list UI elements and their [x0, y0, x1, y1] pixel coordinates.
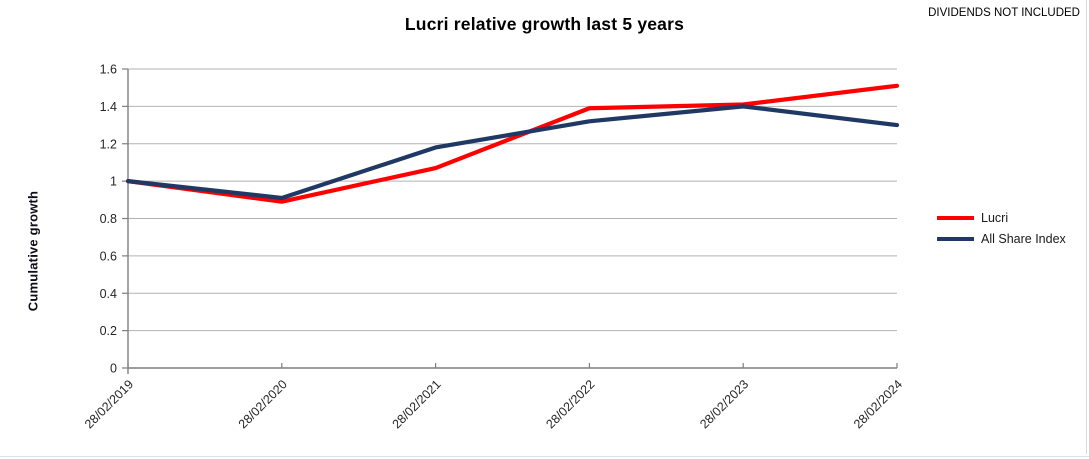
y-tick-label: 0.6: [100, 249, 117, 263]
legend: Lucri All Share Index: [937, 211, 1066, 246]
y-tick-label: 0.4: [100, 287, 117, 301]
x-tick-label: 28/02/2020: [236, 377, 290, 431]
sheet-cell-border-bottom: [0, 456, 1089, 457]
legend-label-lucri: Lucri: [981, 211, 1009, 225]
legend-item-all-share-index: All Share Index: [937, 232, 1066, 246]
legend-item-lucri: Lucri: [937, 211, 1066, 225]
y-tick-label: 0.8: [100, 212, 117, 226]
lucri-line-swatch: [937, 216, 974, 220]
series-line-all-share-index: [125, 104, 900, 201]
x-tick-label: 28/02/2022: [543, 377, 597, 431]
series-line-lucri: [125, 83, 900, 204]
y-tick-label: 1.2: [100, 137, 117, 151]
y-tick-label: 1.6: [100, 63, 117, 77]
x-tick-label: 28/02/2019: [82, 377, 136, 431]
chart-title: Lucri relative growth last 5 years: [404, 14, 685, 34]
sheet-cell-border-right: [1086, 0, 1087, 454]
all-share-index-line-swatch: [937, 237, 974, 241]
x-tick-label: 28/02/2021: [390, 377, 444, 431]
y-tick-label: 1.4: [100, 100, 117, 114]
legend-label-all-share-index: All Share Index: [981, 232, 1066, 246]
dividends-disclaimer: DIVIDENDS NOT INCLUDED: [928, 7, 1080, 19]
y-tick-label: 1: [110, 175, 117, 189]
x-tick-label: 28/02/2024: [851, 377, 905, 431]
y-tick-label: 0: [110, 362, 117, 376]
x-tick-label: 28/02/2023: [697, 377, 751, 431]
y-tick-label: 0.2: [100, 324, 117, 338]
